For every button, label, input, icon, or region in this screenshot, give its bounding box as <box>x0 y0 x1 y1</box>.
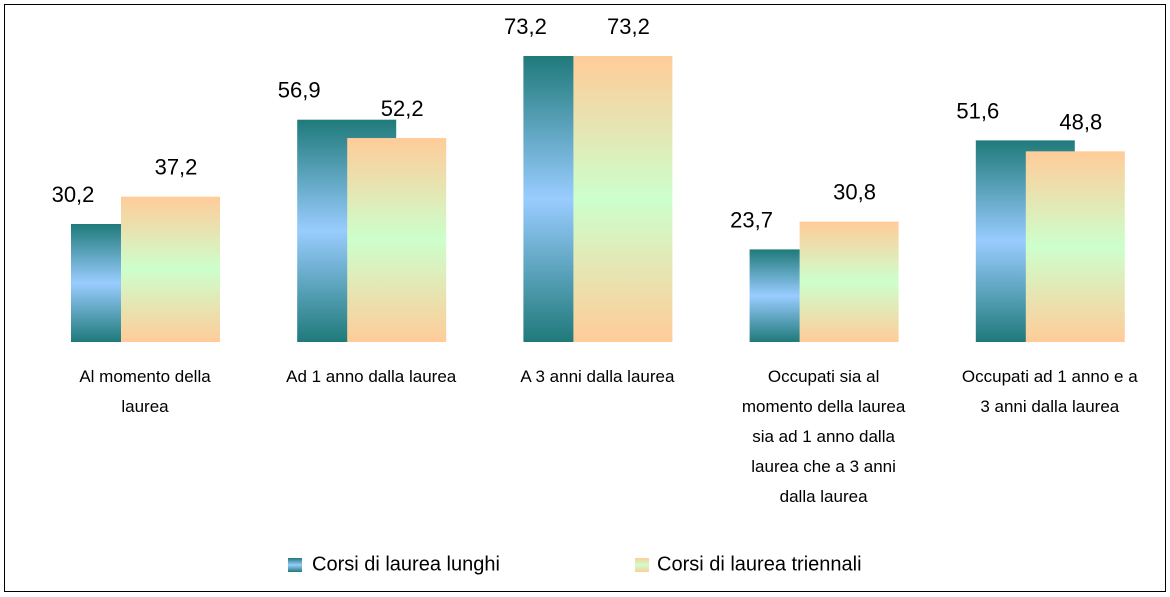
x-tick-label: Ad 1 anno dalla laurea <box>286 367 457 386</box>
legend-label: Corsi di laurea triennali <box>657 553 862 575</box>
x-tick-label: Occupati sia al momento della laurea sia… <box>741 367 906 506</box>
bar <box>573 56 673 342</box>
frame <box>4 4 1166 592</box>
value-label: 51,6 <box>956 98 999 123</box>
value-label: 30,8 <box>833 180 876 205</box>
x-tick-label: Occupati ad 1 anno e a 3 anni dalla laur… <box>961 367 1138 416</box>
value-label: 23,7 <box>730 207 773 232</box>
value-label: 73,2 <box>504 14 547 39</box>
value-label: 52,2 <box>381 96 424 121</box>
value-label: 73,2 <box>607 14 650 39</box>
bar <box>121 196 220 342</box>
legend-swatch <box>288 558 302 572</box>
legend-label: Corsi di laurea lunghi <box>312 553 500 575</box>
bar <box>347 138 447 342</box>
legend-swatch <box>635 558 649 572</box>
value-label: 30,2 <box>52 182 95 207</box>
value-label: 37,2 <box>155 155 198 180</box>
value-label: 48,8 <box>1059 109 1102 134</box>
bar <box>799 221 899 342</box>
bar <box>1025 151 1125 342</box>
x-tick-label: A 3 anni dalla laurea <box>520 367 675 386</box>
value-label: 56,9 <box>278 78 321 103</box>
x-tick-label: Al momento della laurea <box>79 367 211 416</box>
